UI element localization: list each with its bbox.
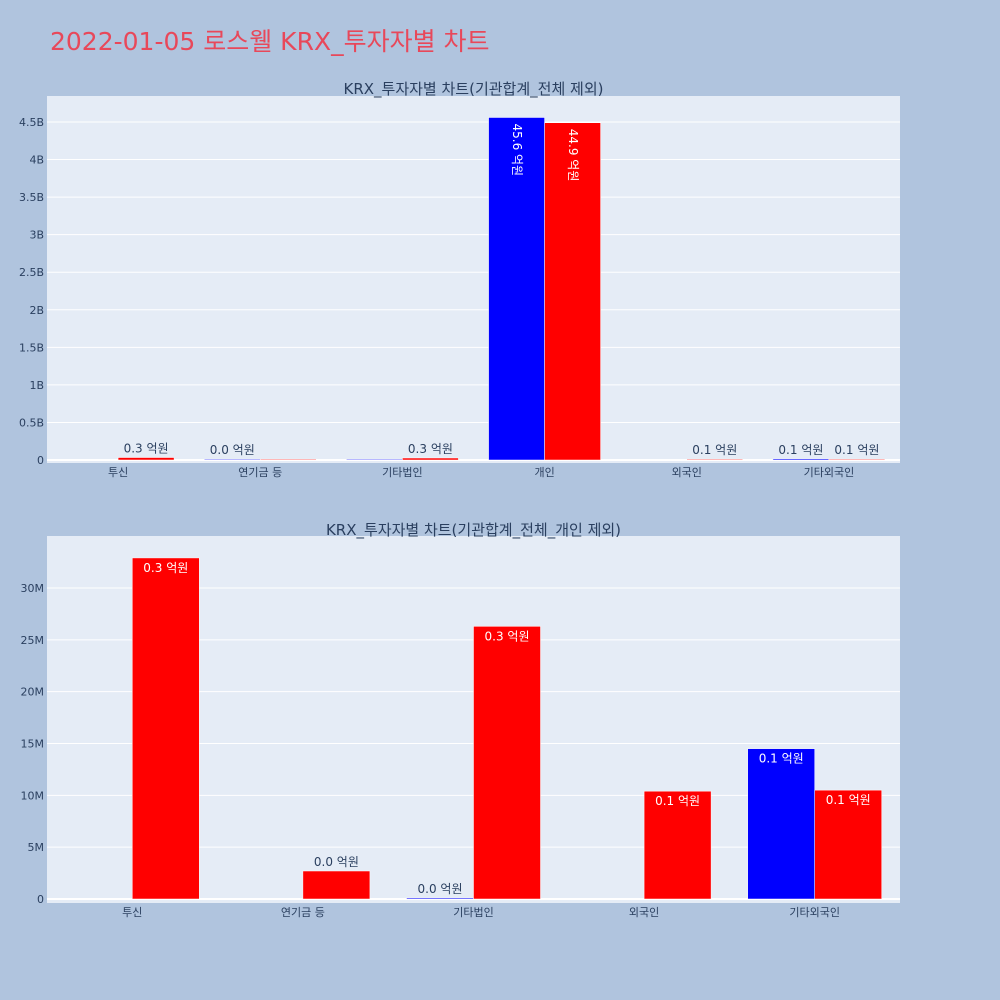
y-tick-label: 0 bbox=[37, 893, 44, 906]
data-label: 0.1 억원 bbox=[834, 443, 879, 457]
bar bbox=[406, 897, 474, 900]
y-tick-label: 5M bbox=[28, 841, 45, 854]
y-tick-label: 2B bbox=[29, 304, 44, 317]
data-label: 0.0 억원 bbox=[418, 882, 463, 896]
data-label: 0.1 억원 bbox=[692, 443, 737, 457]
data-label: 0.1 억원 bbox=[759, 752, 804, 766]
x-tick-label: 외국인 bbox=[672, 466, 702, 479]
x-tick-label: 기타외국인 bbox=[789, 906, 840, 919]
y-tick-label: 0.5B bbox=[19, 416, 44, 429]
bar bbox=[814, 789, 882, 900]
data-label: 0.0 억원 bbox=[210, 443, 255, 457]
bar bbox=[747, 748, 815, 900]
y-tick-label: 10M bbox=[21, 789, 45, 802]
x-tick-label: 연기금 등 bbox=[238, 466, 282, 479]
y-tick-label: 1B bbox=[29, 379, 44, 392]
y-tick-label: 15M bbox=[21, 738, 45, 751]
y-tick-label: 3.5B bbox=[19, 191, 44, 204]
data-label: 45.6 억원 bbox=[510, 123, 524, 176]
data-label: 0.3 억원 bbox=[124, 442, 169, 456]
chart-title: KRX_투자자별 차트(기관합계_전체_개인 제외) bbox=[326, 521, 621, 540]
bar bbox=[346, 458, 403, 461]
x-tick-label: 개인 bbox=[534, 466, 554, 479]
bar bbox=[132, 557, 200, 900]
y-tick-label: 25M bbox=[21, 634, 45, 647]
bar bbox=[544, 122, 601, 461]
data-label: 0.1 억원 bbox=[778, 443, 823, 457]
data-label: 44.9 억원 bbox=[566, 129, 580, 182]
bar bbox=[643, 790, 712, 900]
x-tick-label: 투신 bbox=[108, 466, 128, 479]
bar bbox=[260, 458, 317, 461]
data-label: 0.3 억원 bbox=[485, 629, 530, 643]
bar bbox=[828, 458, 886, 461]
data-label: 0.0 억원 bbox=[314, 855, 359, 869]
y-tick-label: 2.5B bbox=[19, 266, 44, 279]
y-tick-label: 0 bbox=[37, 454, 44, 467]
data-label: 0.1 억원 bbox=[826, 793, 871, 807]
bar bbox=[117, 457, 175, 461]
y-tick-label: 1.5B bbox=[19, 341, 44, 354]
bar bbox=[402, 457, 459, 461]
bar bbox=[686, 458, 743, 461]
data-label: 0.3 억원 bbox=[143, 561, 188, 575]
chart-title: KRX_투자자별 차트(기관합계_전체 제외) bbox=[344, 80, 604, 99]
bar bbox=[772, 458, 830, 461]
bar bbox=[488, 117, 545, 461]
x-tick-label: 연기금 등 bbox=[281, 906, 325, 919]
x-tick-label: 기타법인 bbox=[453, 906, 493, 919]
y-tick-label: 4.5B bbox=[19, 116, 44, 129]
x-tick-label: 기타법인 bbox=[382, 466, 422, 479]
x-tick-label: 기타외국인 bbox=[804, 466, 855, 479]
y-tick-label: 30M bbox=[21, 582, 45, 595]
bar bbox=[302, 870, 371, 900]
page-title: 2022-01-05 로스웰 KRX_투자자별 차트 bbox=[50, 27, 490, 56]
x-tick-label: 투신 bbox=[122, 906, 142, 919]
x-tick-label: 외국인 bbox=[629, 906, 659, 919]
bar bbox=[204, 458, 261, 461]
plot-area bbox=[47, 96, 900, 463]
chart-2: KRX_투자자별 차트(기관합계_전체_개인 제외) 0 5M 10M 15M 20M 25… bbox=[21, 521, 900, 919]
chart-1: KRX_투자자별 차트(기관합계_전체 제외) 0 0.5B 1B 1.5B 2B 2.5B… bbox=[19, 80, 900, 479]
data-label: 0.1 억원 bbox=[655, 794, 700, 808]
y-tick-label: 3B bbox=[29, 229, 44, 242]
data-label: 0.3 억원 bbox=[408, 442, 453, 456]
y-tick-label: 20M bbox=[21, 686, 45, 699]
bar bbox=[473, 626, 541, 900]
y-tick-label: 4B bbox=[29, 154, 44, 167]
